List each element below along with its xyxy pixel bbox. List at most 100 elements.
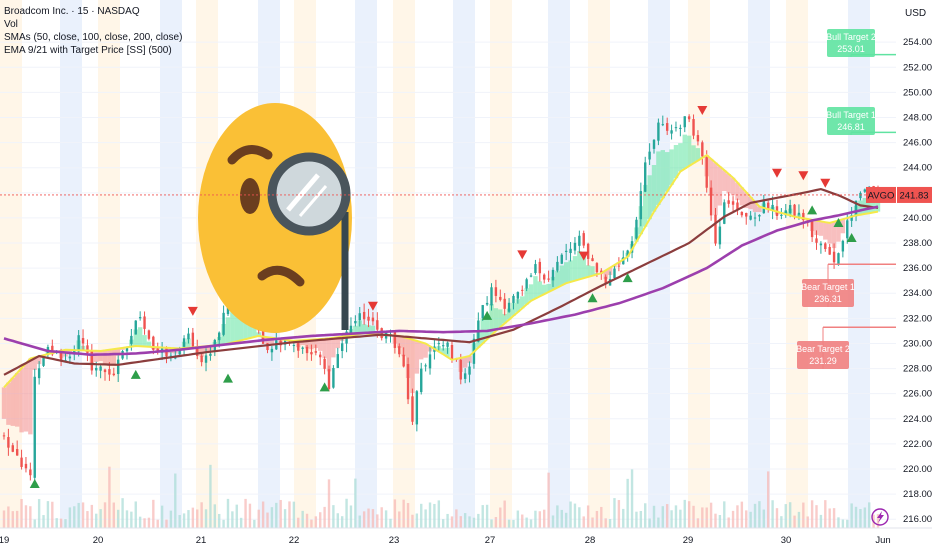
candle-body [358, 313, 361, 321]
candle-body [718, 226, 722, 245]
bull-signal-arrow [846, 233, 857, 243]
volume-bar [661, 506, 664, 528]
ema-cloud-slice [607, 267, 613, 276]
price-tick-label: 220.00 [903, 464, 932, 475]
ema-cloud-slice [752, 201, 758, 213]
ema-cloud-slice [410, 339, 415, 394]
volume-bar [90, 504, 94, 528]
volume-bar [415, 513, 419, 528]
candle-body [125, 346, 129, 352]
volume-bar [301, 510, 304, 528]
volume-bar [441, 519, 445, 528]
time-tick-label: 29 [683, 535, 694, 546]
volume-bar [147, 517, 151, 528]
candle-body [828, 247, 831, 255]
volume-bar [657, 517, 660, 528]
ema-cloud-slice [6, 382, 11, 425]
ema-cloud-slice [858, 200, 863, 215]
volume-bar [46, 501, 50, 528]
volume-bar [354, 478, 357, 528]
volume-bar [472, 517, 476, 528]
candle-body [534, 264, 537, 273]
volume-bar [138, 516, 142, 528]
volume-bar [112, 502, 115, 528]
candle-body [393, 332, 397, 348]
sma-indicator-label[interactable]: SMAs (50, close, 100, close, 200, close) [4, 32, 183, 43]
volume-bar [437, 500, 441, 528]
volume-bar [564, 512, 568, 528]
ema-cloud-slice [423, 343, 428, 358]
volume-bar [20, 499, 23, 528]
candle-body [819, 243, 823, 246]
candle-body [108, 369, 111, 375]
bear-signal-arrow [517, 250, 528, 260]
candle-body [815, 238, 818, 243]
volume-bar [665, 504, 669, 528]
candle-body [503, 298, 506, 309]
ema-cloud-slice [225, 317, 231, 344]
volume-bar [218, 513, 221, 528]
volume-bar [292, 501, 296, 528]
session-band [60, 0, 82, 528]
ema-cloud-slice [585, 265, 591, 277]
volume-bar [362, 511, 366, 528]
time-axis[interactable]: 19 20 21 22 23 27 28 29 30 Jun [0, 508, 932, 550]
candle-body [209, 353, 212, 356]
session-band [355, 0, 377, 528]
currency-label[interactable]: USD [905, 8, 927, 19]
ema-indicator-label[interactable]: EMA 9/21 with Target Price [SS] (500) [4, 45, 172, 56]
volume-bar [450, 516, 454, 528]
volume-bar [512, 519, 515, 528]
candle-body [731, 201, 735, 205]
price-tick-label: 232.00 [903, 313, 932, 324]
candle-body [670, 130, 673, 134]
ema-cloud-slice [397, 335, 402, 348]
session-band [490, 0, 512, 528]
candle-body [103, 369, 107, 373]
ema-cloud-slice [823, 222, 828, 240]
candle-body [112, 373, 115, 376]
volume-bar [371, 509, 375, 528]
candle-body [367, 316, 370, 321]
ema-cloud-slice [735, 182, 740, 201]
volume-bar [37, 499, 41, 528]
time-axis-bg [0, 528, 932, 550]
ema-cloud-slice [722, 170, 727, 192]
candle-body [15, 449, 19, 456]
volume-bar [736, 505, 739, 528]
ema-cloud-slice [546, 284, 551, 292]
candle-body [2, 435, 6, 437]
ema-cloud-slice [647, 175, 652, 220]
candle-body [644, 162, 647, 192]
ema-cloud-slice [462, 356, 468, 368]
volume-bar [850, 503, 853, 528]
target-title: Bear Target 2 [796, 344, 850, 354]
ema-cloud-slice [19, 368, 24, 433]
ema-cloud-slice [730, 177, 736, 196]
volume-indicator-label[interactable]: Vol [4, 19, 18, 30]
volume-bar [569, 501, 572, 528]
candle-body [709, 187, 713, 216]
candle-body [802, 212, 805, 221]
target-box [802, 279, 854, 307]
volume-bar [402, 499, 405, 528]
volume-bar [780, 516, 783, 528]
session-band [648, 0, 670, 528]
time-tick-label: 28 [585, 535, 596, 546]
volume-bar [613, 498, 616, 528]
candle-body [424, 365, 427, 367]
volume-bar [86, 511, 89, 528]
session-band [0, 0, 22, 528]
symbol-title[interactable]: Broadcom Inc. · 15 · NASDAQ [4, 6, 140, 17]
time-tick-label: 30 [781, 535, 792, 546]
candle-body [824, 243, 827, 250]
volume-bar [832, 508, 836, 528]
volume-bar [876, 514, 880, 528]
volume-bar [213, 504, 217, 528]
volume-bar [305, 513, 309, 528]
volume-bar [270, 507, 274, 528]
volume-bar [771, 500, 774, 528]
price-tick-label: 252.00 [903, 62, 932, 73]
